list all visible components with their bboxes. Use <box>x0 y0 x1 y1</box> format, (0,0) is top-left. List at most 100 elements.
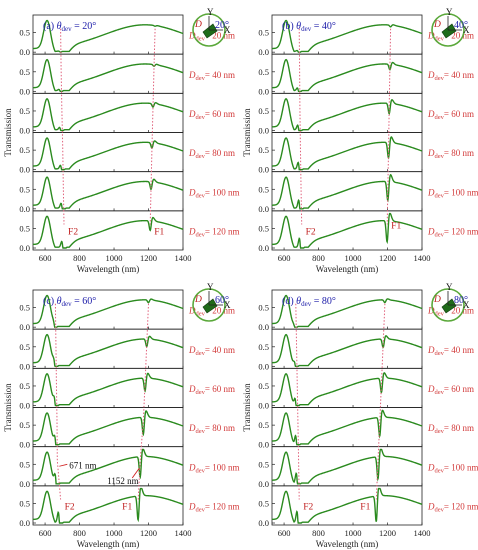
panel-title: (c) θdev = 60° <box>43 296 96 308</box>
y-tick-label: 0.0 <box>258 126 269 136</box>
x-tick-label: 1200 <box>379 528 396 538</box>
strip-frame <box>32 132 184 173</box>
inset-angle-label: 60° <box>215 295 229 306</box>
inset-ring <box>431 13 465 47</box>
y-tick-label: 0.0 <box>19 518 30 528</box>
y-tick-label: 0.5 <box>19 106 30 116</box>
series-line <box>271 173 423 210</box>
series-line <box>271 409 423 446</box>
d-value-label: Ddev= 100 nm <box>188 462 239 474</box>
inset-ring <box>192 13 226 47</box>
d-value-label: Ddev= 40 nm <box>188 70 235 82</box>
series-line <box>271 19 423 53</box>
y-tick-label: 0.5 <box>258 184 269 194</box>
inset-device <box>441 298 457 314</box>
y-tick-label: 0.0 <box>258 479 269 489</box>
strip-frame <box>271 367 423 408</box>
panel-c: 0.0 0.5 Ddev= 20 nm 0.0 0.5 Ddev= 40 nm 0.0 0.5… <box>3 282 239 549</box>
series-line <box>32 333 184 368</box>
panel-b: 0.0 0.5 Ddev= 20 nm 0.0 0.5 Ddev= 40 nm 0.0 0.5… <box>242 7 478 274</box>
inset-d-label: D <box>433 20 441 30</box>
x-tick-label: 800 <box>73 253 86 263</box>
strip-frame <box>32 210 184 251</box>
y-axis-title: Transmission <box>3 108 13 157</box>
series-line <box>32 215 184 249</box>
strip-frame <box>271 132 423 173</box>
x-tick-label: 1000 <box>106 528 123 538</box>
inset-device <box>202 298 218 314</box>
annotation-1152: 1152 nm <box>107 476 138 486</box>
strip-frame <box>271 171 423 212</box>
x-tick-label: 1000 <box>106 253 123 263</box>
y-axis-title: Transmission <box>242 383 252 432</box>
series-line <box>32 137 184 171</box>
y-tick-label: 0.0 <box>258 440 269 450</box>
y-tick-label: 0.5 <box>258 303 269 313</box>
inset-x-label: X <box>463 300 470 310</box>
inset-angle-label: 80° <box>454 295 468 306</box>
y-tick-label: 0.0 <box>19 243 30 253</box>
y-tick-label: 0.5 <box>19 381 30 391</box>
resonance-guide-line <box>149 28 156 225</box>
x-tick-label: 600 <box>39 528 52 538</box>
strip-frame <box>32 328 184 369</box>
y-tick-label: 0.5 <box>258 106 269 116</box>
inset-angle-label: 40° <box>454 20 468 31</box>
x-tick-label: 1400 <box>175 253 192 263</box>
d-value-label: Ddev= 60 nm <box>427 109 474 121</box>
d-value-label: Ddev= 120 nm <box>427 226 478 238</box>
inset-angle-label: 20° <box>215 20 229 31</box>
series-line <box>32 294 184 328</box>
series-line <box>271 136 423 171</box>
d-value-label: Ddev= 120 nm <box>427 501 478 513</box>
inset-d-label: D <box>194 295 202 305</box>
resonance-guide-line <box>60 28 65 225</box>
d-value-label: Ddev= 60 nm <box>188 109 235 121</box>
inset-d-label: D <box>194 20 202 30</box>
f2-label: F2 <box>303 502 313 512</box>
annotation-arrow <box>59 463 68 467</box>
y-tick-label: 0.0 <box>258 243 269 253</box>
y-tick-label: 0.0 <box>258 401 269 411</box>
geometry-inset: YX D 20° <box>192 7 231 47</box>
y-tick-label: 0.0 <box>258 518 269 528</box>
y-tick-label: 0.0 <box>258 86 269 96</box>
strip-frame <box>32 171 184 212</box>
d-value-label: Ddev= 40 nm <box>188 345 235 357</box>
annotation-arrow <box>131 467 140 479</box>
x-tick-label: 1200 <box>140 528 157 538</box>
x-tick-label: 600 <box>278 528 291 538</box>
x-tick-label: 600 <box>39 253 52 263</box>
x-axis-title: Wavelength (nm) <box>316 264 379 274</box>
inset-y-label: Y <box>446 282 453 292</box>
series-line <box>32 448 184 485</box>
strip-frame <box>271 210 423 251</box>
x-tick-label: 800 <box>312 253 325 263</box>
y-tick-label: 0.0 <box>258 322 269 332</box>
annotation-671: 671 nm <box>69 460 96 470</box>
series-line <box>271 487 423 524</box>
series-line <box>32 58 184 93</box>
f1-label: F1 <box>122 502 132 512</box>
f2-label: F2 <box>68 227 78 237</box>
d-value-label: Ddev= 20 nm <box>427 306 474 318</box>
series-line <box>32 19 184 53</box>
x-tick-label: 800 <box>73 528 86 538</box>
y-tick-label: 0.5 <box>258 223 269 233</box>
y-tick-label: 0.0 <box>19 126 30 136</box>
f1-label: F1 <box>391 221 401 231</box>
panel-a: 0.0 0.5 Ddev= 20 nm 0.0 0.5 Ddev= 40 nm 0.0 0.5… <box>3 7 239 274</box>
d-value-label: Ddev= 80 nm <box>427 148 474 160</box>
y-tick-label: 0.5 <box>19 28 30 38</box>
y-tick-label: 0.5 <box>258 342 269 352</box>
inset-ring <box>431 288 465 322</box>
resonance-guide-line <box>54 303 62 500</box>
y-tick-label: 0.5 <box>258 420 269 430</box>
series-line <box>271 333 423 368</box>
y-tick-label: 0.5 <box>19 303 30 313</box>
y-tick-label: 0.0 <box>19 479 30 489</box>
inset-device <box>441 23 457 39</box>
strip-frame <box>271 485 423 526</box>
strip-frame <box>271 53 423 94</box>
panel-title: (b) θdev = 40° <box>282 21 336 33</box>
